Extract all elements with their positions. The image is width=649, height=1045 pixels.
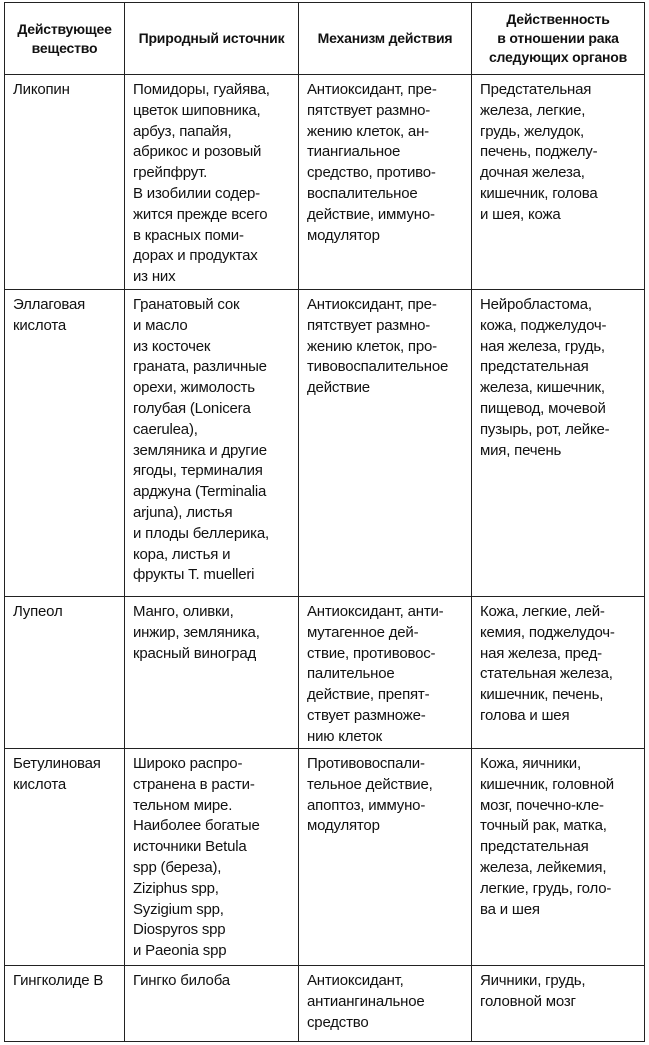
header-mechanism: Механизм действия: [298, 2, 472, 75]
header-source: Природный источник: [124, 2, 299, 75]
cell-source: Гингко билоба: [124, 965, 299, 1042]
compounds-table: Действующее вещество Природный источник …: [4, 2, 645, 1042]
cell-mechanism: Антиоксидант, пре- пятствует размно- жен…: [298, 289, 472, 597]
cell-organs: Кожа, яичники, кишечник, головной мозг, …: [471, 748, 645, 966]
cell-mechanism: Антиоксидант, антиангинальное средство: [298, 965, 472, 1042]
table-row: Бетулиновая кислота Широко распро- стран…: [4, 748, 645, 966]
cell-substance: Эллаговая кислота: [4, 289, 125, 597]
header-substance: Действующее вещество: [4, 2, 125, 75]
table-header-row: Действующее вещество Природный источник …: [4, 2, 645, 75]
cell-mechanism: Противовоспали- тельное действие, апопто…: [298, 748, 472, 966]
cell-source: Манго, оливки, инжир, земляника, красный…: [124, 596, 299, 749]
cell-organs: Нейробластома, кожа, поджелудоч- ная жел…: [471, 289, 645, 597]
cell-substance: Гингколиде B: [4, 965, 125, 1042]
cell-organs: Предстательная железа, легкие, грудь, же…: [471, 74, 645, 290]
cell-substance: Лупеол: [4, 596, 125, 749]
table-row: Ликопин Помидоры, гуайява, цветок шиповн…: [4, 74, 645, 290]
cell-source: Гранатовый сок и масло из косточек грана…: [124, 289, 299, 597]
table-row: Лупеол Манго, оливки, инжир, земляника, …: [4, 596, 645, 749]
cell-substance: Ликопин: [4, 74, 125, 290]
header-organs: Действенность в отношении рака следующих…: [471, 2, 645, 75]
table-row: Эллаговая кислота Гранатовый сок и масло…: [4, 289, 645, 597]
cell-source: Помидоры, гуайява, цветок шиповника, арб…: [124, 74, 299, 290]
cell-organs: Кожа, легкие, лей- кемия, поджелудоч- на…: [471, 596, 645, 749]
cell-organs: Яичники, грудь, головной мозг: [471, 965, 645, 1042]
cell-substance: Бетулиновая кислота: [4, 748, 125, 966]
cell-source: Широко распро- странена в расти- тельном…: [124, 748, 299, 966]
table-row: Гингколиде B Гингко билоба Антиоксидант,…: [4, 965, 645, 1042]
cell-mechanism: Антиоксидант, пре- пятствует размно- жен…: [298, 74, 472, 290]
cell-mechanism: Антиоксидант, анти- мутагенное дей- стви…: [298, 596, 472, 749]
